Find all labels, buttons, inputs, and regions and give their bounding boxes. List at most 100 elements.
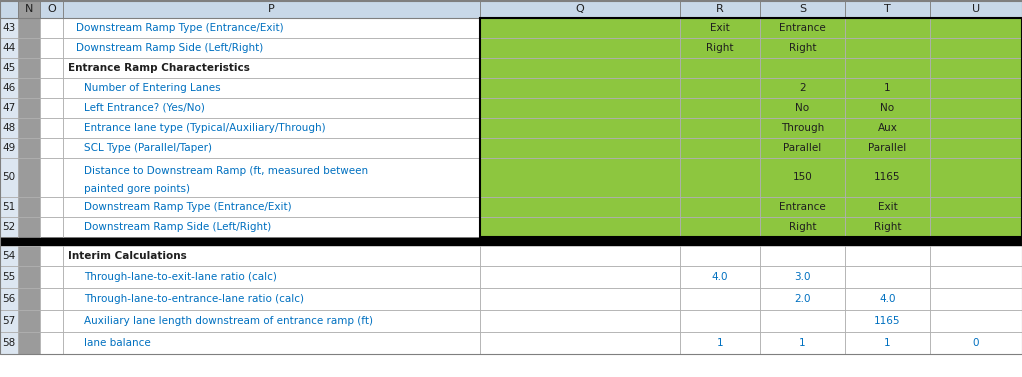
Bar bbox=[18, 0, 40, 18]
Bar bbox=[63, 98, 480, 118]
Bar bbox=[18, 0, 40, 18]
Bar bbox=[680, 310, 760, 332]
Text: 3.0: 3.0 bbox=[794, 272, 810, 282]
Bar bbox=[18, 217, 40, 237]
Bar bbox=[930, 58, 1022, 78]
Bar bbox=[760, 118, 845, 138]
Bar bbox=[930, 118, 1022, 138]
Bar bbox=[40, 138, 63, 158]
Bar bbox=[760, 58, 845, 78]
Bar bbox=[0, 0, 18, 18]
Text: N: N bbox=[25, 4, 33, 14]
Bar bbox=[480, 310, 680, 332]
Bar bbox=[18, 266, 40, 288]
Text: S: S bbox=[799, 4, 806, 14]
Text: U: U bbox=[972, 4, 980, 14]
Bar bbox=[40, 266, 63, 288]
Bar bbox=[40, 58, 63, 78]
Bar bbox=[930, 197, 1022, 217]
Bar bbox=[0, 78, 18, 98]
Bar bbox=[480, 288, 680, 310]
Bar bbox=[18, 197, 40, 217]
Bar bbox=[480, 98, 680, 118]
Bar bbox=[18, 310, 40, 332]
Bar bbox=[18, 78, 40, 98]
Text: 58: 58 bbox=[2, 338, 15, 348]
Bar bbox=[480, 98, 680, 118]
Bar bbox=[845, 217, 930, 237]
Text: Distance to Downstream Ramp (ft, measured between: Distance to Downstream Ramp (ft, measure… bbox=[84, 166, 368, 176]
Text: 1: 1 bbox=[884, 338, 891, 348]
Bar bbox=[480, 18, 680, 38]
Bar bbox=[930, 197, 1022, 217]
Bar bbox=[845, 78, 930, 98]
Text: Parallel: Parallel bbox=[784, 143, 822, 153]
Bar bbox=[63, 138, 480, 158]
Text: R: R bbox=[716, 4, 724, 14]
Bar bbox=[480, 138, 680, 158]
Bar bbox=[760, 138, 845, 158]
Bar bbox=[760, 38, 845, 58]
Bar bbox=[845, 58, 930, 78]
Text: Auxiliary lane length downstream of entrance ramp (ft): Auxiliary lane length downstream of entr… bbox=[84, 316, 373, 326]
Bar bbox=[40, 158, 63, 197]
Text: Exit: Exit bbox=[710, 23, 730, 33]
Bar bbox=[930, 38, 1022, 58]
Bar bbox=[18, 18, 40, 38]
Bar bbox=[0, 237, 1022, 246]
Bar bbox=[18, 38, 40, 58]
Bar bbox=[480, 158, 680, 197]
Bar bbox=[845, 138, 930, 158]
Bar bbox=[63, 78, 480, 98]
Text: 1165: 1165 bbox=[874, 316, 900, 326]
Bar bbox=[63, 310, 480, 332]
Bar bbox=[480, 197, 680, 217]
Bar bbox=[40, 332, 63, 354]
Bar bbox=[40, 98, 63, 118]
Text: Through-lane-to-entrance-lane ratio (calc): Through-lane-to-entrance-lane ratio (cal… bbox=[84, 294, 304, 304]
Bar bbox=[760, 98, 845, 118]
Bar bbox=[680, 158, 760, 197]
Bar bbox=[480, 78, 680, 98]
Bar bbox=[63, 58, 480, 78]
Text: Exit: Exit bbox=[878, 202, 897, 212]
Bar bbox=[40, 118, 63, 138]
Bar bbox=[930, 38, 1022, 58]
Bar bbox=[63, 288, 480, 310]
Bar bbox=[760, 217, 845, 237]
Bar bbox=[680, 197, 760, 217]
Bar bbox=[18, 310, 40, 332]
Bar bbox=[0, 246, 18, 266]
Text: 4.0: 4.0 bbox=[711, 272, 729, 282]
Bar bbox=[40, 38, 63, 58]
Bar bbox=[18, 138, 40, 158]
Bar bbox=[18, 118, 40, 138]
Bar bbox=[63, 98, 480, 118]
Bar bbox=[63, 217, 480, 237]
Bar bbox=[0, 217, 18, 237]
Bar bbox=[930, 18, 1022, 38]
Bar bbox=[930, 138, 1022, 158]
Bar bbox=[0, 18, 18, 38]
Bar bbox=[40, 58, 63, 78]
Bar bbox=[930, 332, 1022, 354]
Text: Entrance: Entrance bbox=[779, 23, 826, 33]
Bar bbox=[480, 217, 680, 237]
Text: Left Entrance? (Yes/No): Left Entrance? (Yes/No) bbox=[84, 103, 204, 113]
Text: 43: 43 bbox=[2, 23, 15, 33]
Bar bbox=[40, 332, 63, 354]
Bar bbox=[63, 18, 480, 38]
Bar bbox=[0, 246, 18, 266]
Bar bbox=[18, 197, 40, 217]
Bar bbox=[18, 217, 40, 237]
Bar bbox=[760, 288, 845, 310]
Bar bbox=[760, 38, 845, 58]
Bar bbox=[760, 246, 845, 266]
Bar bbox=[40, 98, 63, 118]
Bar bbox=[930, 158, 1022, 197]
Bar bbox=[40, 288, 63, 310]
Bar bbox=[845, 78, 930, 98]
Bar bbox=[680, 118, 760, 138]
Bar bbox=[40, 138, 63, 158]
Bar bbox=[63, 266, 480, 288]
